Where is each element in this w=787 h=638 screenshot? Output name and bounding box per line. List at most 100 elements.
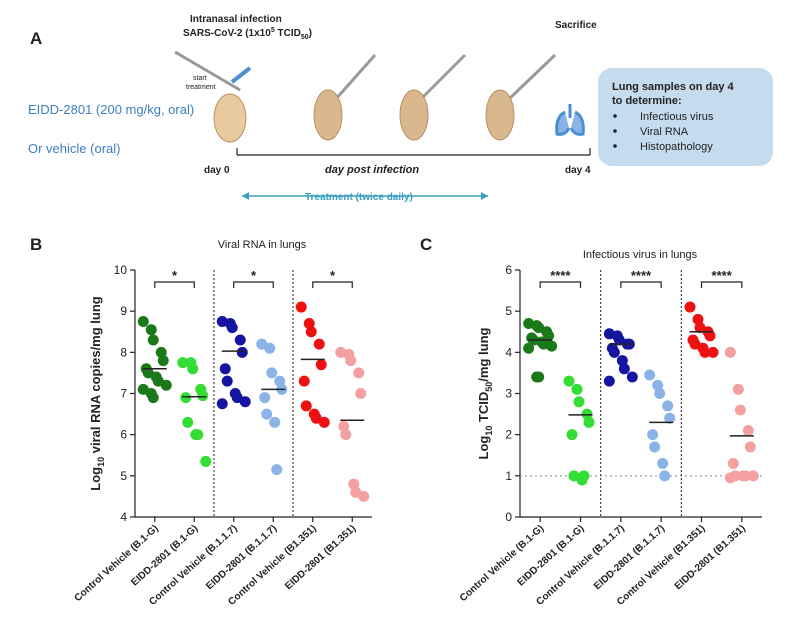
data-point — [644, 369, 656, 381]
data-point — [345, 355, 357, 367]
data-point — [200, 455, 212, 467]
data-point — [563, 375, 575, 387]
y-label-part: /mg lung — [476, 327, 491, 381]
y-label-part: 50 — [484, 382, 494, 392]
y-label-part: 10 — [484, 426, 494, 436]
start-label: treatment — [186, 84, 216, 91]
syringe — [333, 54, 377, 101]
syringe — [174, 50, 241, 92]
data-point — [313, 338, 325, 350]
x-tick-label: EIDD-2801 (B.1-G) — [516, 523, 587, 588]
data-point — [264, 342, 276, 354]
data-point — [692, 313, 704, 325]
panel-letter: C — [420, 235, 432, 254]
data-point — [338, 420, 350, 432]
y-tick-label: 0 — [505, 510, 512, 524]
data-point — [626, 371, 638, 383]
y-label-part: Log — [476, 436, 491, 460]
significance-label: * — [251, 268, 257, 283]
significance-bracket — [154, 281, 195, 288]
data-point — [303, 318, 315, 330]
lungs — [555, 104, 585, 136]
day0: day 0 — [204, 165, 230, 176]
significance-bracket — [700, 281, 743, 288]
mouse — [399, 89, 429, 141]
data-point — [739, 470, 751, 482]
panel-a: A Intranasal infection SARS-CoV-2 (1x105… — [28, 14, 773, 203]
data-point — [219, 363, 231, 375]
pipette — [230, 66, 252, 84]
data-point — [659, 470, 671, 482]
data-point — [707, 346, 719, 358]
data-point — [157, 355, 169, 367]
data-point — [616, 355, 628, 367]
virus-label: SARS-CoV-2 (1x105 TCID50) — [183, 27, 312, 41]
data-point — [318, 416, 330, 428]
data-point — [358, 490, 370, 502]
y-tick-label: 5 — [505, 304, 512, 318]
significance-label: **** — [712, 268, 733, 283]
data-point — [147, 392, 159, 404]
data-point — [295, 301, 307, 313]
y-tick-label: 10 — [114, 263, 128, 277]
data-point — [546, 340, 558, 352]
x-tick-label: EIDD-2801 (B.1-G) — [129, 523, 200, 588]
bullet — [613, 144, 617, 148]
panel-letter: B — [30, 235, 42, 254]
y-tick-label: 1 — [505, 469, 512, 483]
data-point — [732, 383, 744, 395]
data-point — [704, 330, 716, 342]
data-point — [192, 429, 204, 441]
data-point — [657, 457, 669, 469]
y-label-part: Log — [88, 467, 103, 491]
data-point — [533, 371, 545, 383]
data-point — [744, 441, 756, 453]
data-point — [340, 429, 352, 441]
data-point — [137, 315, 149, 327]
mouse — [313, 89, 343, 141]
data-point — [571, 383, 583, 395]
data-point — [221, 375, 233, 387]
bullet — [613, 114, 617, 118]
significance-label: **** — [631, 268, 652, 283]
data-point — [581, 408, 593, 420]
chart-title: Viral RNA in lungs — [218, 239, 307, 251]
data-point — [523, 342, 535, 354]
data-point — [583, 416, 595, 428]
y-label-part: 10 — [96, 457, 106, 467]
data-point — [684, 301, 696, 313]
data-point — [239, 396, 251, 408]
y-tick-label: 5 — [120, 469, 127, 483]
data-point — [578, 470, 590, 482]
y-tick-label: 6 — [120, 428, 127, 442]
data-point — [298, 375, 310, 387]
data-point — [355, 388, 367, 399]
data-point — [269, 416, 281, 428]
data-point — [647, 429, 659, 441]
data-point — [177, 357, 189, 369]
data-point — [566, 429, 578, 441]
data-point — [664, 412, 676, 424]
vehicle-label: Or vehicle (oral) — [28, 141, 120, 156]
significance-label: * — [330, 268, 336, 283]
data-point — [236, 346, 248, 358]
data-point — [747, 470, 759, 482]
data-point — [305, 326, 317, 338]
x-tick-label: EIDD-2801 (B.1.1.7) — [592, 523, 667, 592]
data-point — [348, 478, 360, 490]
drug-label: EIDD-2801 (200 mg/kg, oral) — [28, 102, 194, 117]
x-tick-label: EIDD-2801 (B1.351) — [283, 523, 358, 592]
x-tick-label: EIDD-2801 (B1.351) — [673, 523, 748, 592]
data-point — [699, 346, 711, 358]
info-box — [598, 68, 773, 166]
data-point — [271, 464, 283, 476]
data-point — [266, 367, 278, 379]
data-point — [145, 324, 157, 336]
data-point — [180, 392, 192, 404]
timeline-label: day post infection — [325, 164, 419, 176]
data-point — [727, 457, 739, 469]
box-title: Lung samples on day 4 — [612, 81, 735, 93]
sacrifice-label: Sacrifice — [555, 20, 597, 31]
data-point — [734, 404, 746, 416]
